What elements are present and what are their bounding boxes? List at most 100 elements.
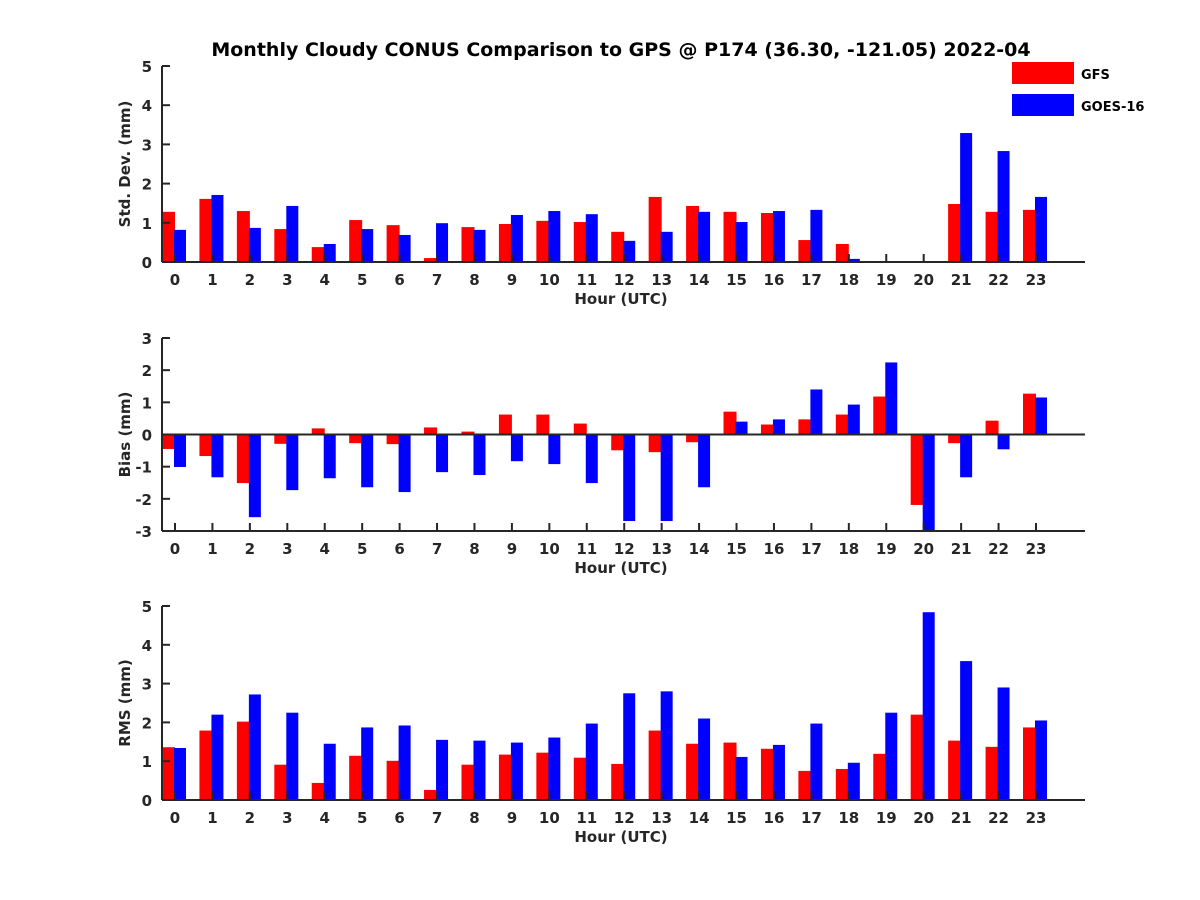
bar-gfs-12: [611, 231, 625, 262]
x-tick-label: 2: [245, 540, 255, 558]
bar-gfs-9: [498, 414, 512, 435]
legend: GFS GOES-16: [1012, 62, 1144, 116]
bar-gfs-14: [686, 743, 700, 800]
bar-gfs-5: [349, 220, 363, 262]
bar-goes-16-8: [473, 434, 486, 476]
bar-gfs-3: [274, 434, 288, 444]
bar-gfs-11: [573, 757, 587, 800]
bar-gfs-12: [611, 434, 625, 451]
bar-gfs-21: [948, 203, 962, 262]
bar-goes-16-8: [473, 229, 486, 262]
bar-goes-16-22: [997, 687, 1010, 800]
bar-goes-16-15: [735, 222, 748, 262]
bar-goes-16-22: [997, 151, 1010, 262]
bar-gfs-18: [835, 768, 849, 800]
bar-gfs-14: [686, 434, 700, 443]
bar-gfs-1: [199, 198, 213, 262]
y-tick-label: 2: [142, 362, 152, 380]
legend-label-gfs: GFS: [1081, 68, 1110, 83]
bar-goes-16-1: [211, 434, 224, 478]
bar-gfs-10: [536, 220, 550, 262]
bar-gfs-23: [1023, 209, 1036, 262]
bar-goes-16-23: [1035, 720, 1047, 800]
bar-goes-16-5: [361, 229, 374, 262]
bar-gfs-7: [424, 789, 438, 800]
x-tick-label: 13: [651, 271, 672, 289]
x-tick-label: 17: [801, 271, 822, 289]
bar-gfs-12: [611, 763, 625, 800]
x-tick-label: 16: [764, 540, 785, 558]
bar-gfs-13: [648, 196, 662, 262]
bar-goes-16-10: [548, 211, 561, 262]
bar-goes-16-9: [510, 214, 523, 262]
x-tick-label: 18: [838, 271, 859, 289]
bar-gfs-11: [573, 423, 587, 435]
bar-goes-16-9: [510, 742, 523, 800]
bar-goes-16-18: [847, 404, 860, 435]
bar-gfs-5: [349, 755, 363, 800]
x-tick-label: 2: [245, 271, 255, 289]
x-tick-label: 11: [576, 540, 597, 558]
bar-gfs-10: [536, 414, 550, 435]
x-tick-label: 10: [539, 271, 560, 289]
bar-goes-16-13: [660, 434, 673, 522]
bar-gfs-21: [948, 740, 962, 800]
y-axis-label: Std. Dev. (mm): [116, 101, 134, 228]
y-tick-label: 3: [142, 676, 152, 694]
bar-gfs-19: [873, 396, 887, 435]
bar-goes-16-19: [885, 712, 898, 800]
bar-gfs-6: [386, 760, 400, 800]
bar-goes-16-21: [960, 434, 973, 478]
bar-goes-16-3: [286, 205, 299, 262]
bar-goes-16-5: [361, 727, 374, 800]
bar-goes-16-6: [398, 725, 411, 800]
bar-gfs-14: [686, 205, 700, 262]
bar-gfs-10: [536, 752, 550, 800]
x-tick-label: 10: [539, 809, 560, 827]
bar-goes-16-7: [436, 434, 449, 473]
bar-gfs-13: [648, 434, 662, 453]
bar-gfs-6: [386, 434, 400, 445]
x-tick-label: 12: [614, 809, 635, 827]
x-tick-label: 21: [951, 809, 972, 827]
bar-goes-16-4: [323, 243, 336, 262]
bar-gfs-7: [424, 258, 438, 262]
bar-gfs-4: [311, 428, 325, 435]
x-tick-label: 23: [1026, 540, 1047, 558]
bar-goes-16-11: [585, 434, 598, 484]
bar-goes-16-7: [436, 739, 449, 800]
bar-goes-16-2: [248, 227, 261, 262]
bar-gfs-20: [910, 714, 924, 800]
x-tick-label: 5: [357, 271, 367, 289]
x-tick-label: 9: [507, 809, 517, 827]
x-tick-label: 0: [170, 540, 180, 558]
x-axis-label: Hour (UTC): [574, 290, 667, 308]
bar-goes-16-6: [398, 434, 411, 493]
bar-goes-16-17: [810, 209, 823, 262]
y-tick-label: 5: [142, 598, 152, 616]
x-tick-label: 23: [1026, 809, 1047, 827]
bar-goes-16-17: [810, 389, 823, 435]
bar-goes-16-7: [436, 223, 449, 262]
x-tick-label: 14: [689, 809, 710, 827]
x-tick-label: 22: [988, 271, 1009, 289]
bar-gfs-16: [760, 213, 774, 262]
x-tick-label: 2: [245, 809, 255, 827]
bar-gfs-13: [648, 730, 662, 800]
bar-gfs-15: [723, 211, 737, 262]
bar-gfs-1: [199, 730, 213, 800]
legend-swatch-goes16: [1012, 94, 1074, 116]
bar-gfs-16: [760, 748, 774, 800]
bar-goes-16-16: [772, 419, 785, 435]
bar-goes-16-18: [847, 258, 860, 262]
x-tick-label: 18: [838, 809, 859, 827]
bar-goes-16-14: [698, 434, 711, 488]
bar-goes-16-4: [323, 743, 336, 800]
x-tick-label: 19: [876, 809, 897, 827]
bar-goes-16-5: [361, 434, 374, 488]
bar-goes-16-8: [473, 740, 486, 800]
bar-gfs-2: [236, 211, 250, 262]
bar-gfs-20: [910, 434, 924, 505]
bar-goes-16-11: [585, 723, 598, 800]
y-tick-label: 2: [142, 176, 152, 194]
